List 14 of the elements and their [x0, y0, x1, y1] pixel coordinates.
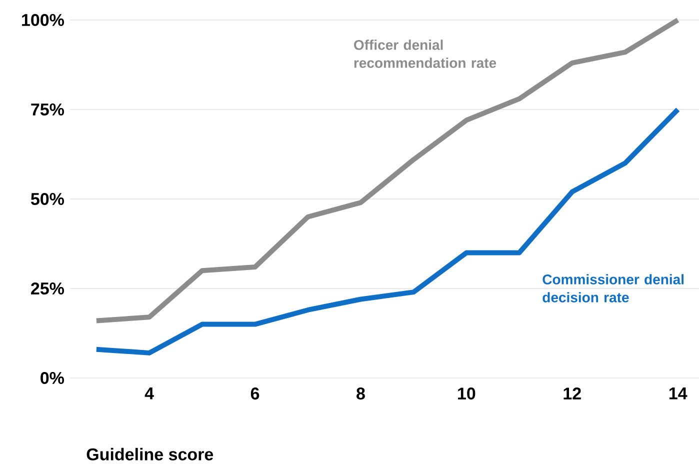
y-tick-label: 50% [30, 192, 64, 206]
x-tick-label: 14 [669, 388, 688, 400]
text: Officer denial recommendation rate [354, 40, 496, 68]
x-axis-title: Guideline score [86, 448, 214, 460]
x-tick-label: 6 [250, 388, 260, 400]
x-tick-label: 4 [144, 388, 154, 400]
x-tick-label: 12 [564, 388, 581, 400]
x-tick-label: 10 [458, 388, 476, 400]
y-tick-label: 0% [40, 372, 64, 384]
text: Commissioner denial decision rate [542, 274, 684, 302]
y-tick-label: 25% [31, 282, 64, 295]
y-tick-label: 75% [31, 104, 64, 116]
y-tick-label: 100% [22, 14, 64, 26]
x-tick-label: 8 [356, 388, 365, 400]
